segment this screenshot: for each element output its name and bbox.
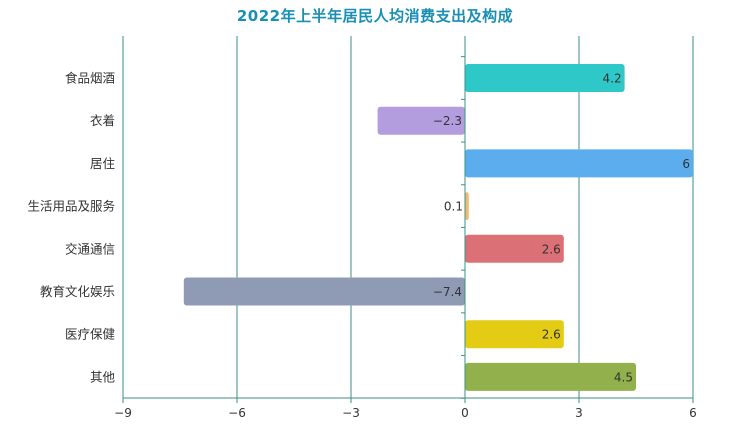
category-label: 衣着 [90,113,115,128]
x-tick-label: 6 [689,406,697,420]
category-label: 居住 [90,156,116,171]
labels: −9 −6 −3 0 3 6 食品烟酒 4.2 衣着 −2.3 居住 6 生活用品及服务 0.1 交通通信 2… [27,71,696,421]
x-tick-label: 3 [575,406,583,420]
x-tick-label: −3 [342,406,360,420]
category-label: 生活用品及服务 [27,199,115,214]
value-label: 2.6 [542,328,561,342]
x-tick-label: −6 [228,406,246,420]
bar-8 [465,362,636,391]
value-label: 4.5 [614,370,633,384]
bars [183,64,693,391]
axes [122,36,694,403]
category-label: 教育文化娱乐 [40,284,115,299]
bar-4 [465,192,469,221]
bar-3 [465,149,693,178]
value-label: −2.3 [433,114,462,128]
value-label: 2.6 [542,242,561,256]
value-label: 0.1 [444,200,463,214]
category-label: 其他 [90,369,116,384]
value-label: 4.2 [603,72,622,86]
bar-5 [465,234,564,263]
bar-6 [183,277,466,306]
bar-1 [465,64,625,92]
x-tick-label: −9 [114,406,132,420]
bar-2 [377,106,465,135]
gridlines [236,36,694,398]
category-label: 交通通信 [65,241,115,256]
value-label: −7.4 [433,285,462,299]
category-label: 食品烟酒 [65,71,115,86]
category-label: 医疗保健 [65,327,116,342]
bar-7 [465,320,564,349]
value-label: 6 [682,157,690,171]
chart-title: 2022年上半年居民人均消费支出及构成 [236,7,514,25]
x-tick-label: 0 [461,406,469,420]
